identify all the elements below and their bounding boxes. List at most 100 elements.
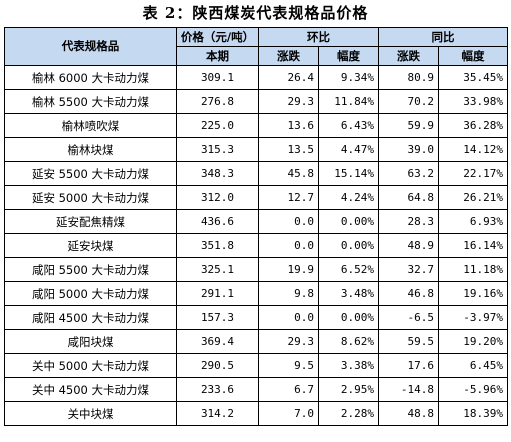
price-cell: 309.1 bbox=[176, 65, 259, 90]
header-mom-change: 涨跌 bbox=[258, 46, 319, 66]
product-name-cell: 榆林块煤 bbox=[4, 137, 177, 162]
mom-change-cell: 0.0 bbox=[258, 209, 319, 234]
table-row: 延安配焦精煤 436.6 0.0 0.00% 28.3 6.93% bbox=[4, 209, 508, 234]
yoy-change-cell: 59.5 bbox=[378, 329, 439, 354]
mom-pct-cell: 0.00% bbox=[318, 209, 379, 234]
table-row: 咸阳 4500 大卡动力煤 157.3 0.0 0.00% -6.5 -3.97% bbox=[4, 305, 508, 330]
yoy-pct-cell: 33.98% bbox=[438, 89, 508, 114]
table-row: 关中 5000 大卡动力煤 290.5 9.5 3.38% 17.6 6.45% bbox=[4, 353, 508, 378]
price-cell: 315.3 bbox=[176, 137, 259, 162]
header-product: 代表规格品 bbox=[4, 27, 177, 66]
mom-pct-cell: 15.14% bbox=[318, 161, 379, 186]
product-name-cell: 咸阳 4500 大卡动力煤 bbox=[4, 305, 177, 330]
yoy-change-cell: -14.8 bbox=[378, 377, 439, 402]
mom-change-cell: 29.3 bbox=[258, 329, 319, 354]
product-name-cell: 咸阳 5500 大卡动力煤 bbox=[4, 257, 177, 282]
yoy-pct-cell: 19.16% bbox=[438, 281, 508, 306]
product-name-cell: 咸阳 5000 大卡动力煤 bbox=[4, 281, 177, 306]
yoy-change-cell: 17.6 bbox=[378, 353, 439, 378]
mom-pct-cell: 11.84% bbox=[318, 89, 379, 114]
mom-pct-cell: 6.43% bbox=[318, 113, 379, 138]
mom-pct-cell: 6.52% bbox=[318, 257, 379, 282]
yoy-change-cell: -6.5 bbox=[378, 305, 439, 330]
table-row: 咸阳块煤 369.4 29.3 8.62% 59.5 19.20% bbox=[4, 329, 508, 354]
price-cell: 369.4 bbox=[176, 329, 259, 354]
yoy-change-cell: 59.9 bbox=[378, 113, 439, 138]
yoy-pct-cell: 35.45% bbox=[438, 65, 508, 90]
yoy-pct-cell: 6.45% bbox=[438, 353, 508, 378]
mom-change-cell: 26.4 bbox=[258, 65, 319, 90]
price-cell: 325.1 bbox=[176, 257, 259, 282]
yoy-pct-cell: 18.39% bbox=[438, 401, 508, 426]
price-cell: 157.3 bbox=[176, 305, 259, 330]
product-name-cell: 榆林喷吹煤 bbox=[4, 113, 177, 138]
mom-change-cell: 19.9 bbox=[258, 257, 319, 282]
table-row: 榆林块煤 315.3 13.5 4.47% 39.0 14.12% bbox=[4, 137, 508, 162]
mom-pct-cell: 8.62% bbox=[318, 329, 379, 354]
table-body: 榆林 6000 大卡动力煤 309.1 26.4 9.34% 80.9 35.45% 榆林 … bbox=[4, 65, 508, 426]
yoy-pct-cell: 11.18% bbox=[438, 257, 508, 282]
table-row: 咸阳 5500 大卡动力煤 325.1 19.9 6.52% 32.7 11.18% bbox=[4, 257, 508, 282]
mom-change-cell: 29.3 bbox=[258, 89, 319, 114]
product-name-cell: 咸阳块煤 bbox=[4, 329, 177, 354]
yoy-pct-cell: 6.93% bbox=[438, 209, 508, 234]
header-yoy-pct: 幅度 bbox=[438, 46, 508, 66]
yoy-change-cell: 46.8 bbox=[378, 281, 439, 306]
mom-pct-cell: 2.95% bbox=[318, 377, 379, 402]
mom-change-cell: 6.7 bbox=[258, 377, 319, 402]
coal-price-table: 代表规格品 价格（元/吨） 环比 同比 本期 涨跌 幅度 涨跌 幅度 榆林 60… bbox=[4, 27, 508, 426]
yoy-change-cell: 64.8 bbox=[378, 185, 439, 210]
yoy-change-cell: 48.8 bbox=[378, 401, 439, 426]
yoy-change-cell: 63.2 bbox=[378, 161, 439, 186]
yoy-change-cell: 39.0 bbox=[378, 137, 439, 162]
table-row: 延安 5000 大卡动力煤 312.0 12.7 4.24% 64.8 26.21% bbox=[4, 185, 508, 210]
table-row: 关中 4500 大卡动力煤 233.6 6.7 2.95% -14.8 -5.96% bbox=[4, 377, 508, 402]
mom-change-cell: 0.0 bbox=[258, 233, 319, 258]
mom-pct-cell: 0.00% bbox=[318, 233, 379, 258]
yoy-pct-cell: 14.12% bbox=[438, 137, 508, 162]
price-cell: 348.3 bbox=[176, 161, 259, 186]
mom-change-cell: 13.5 bbox=[258, 137, 319, 162]
table-row: 咸阳 5000 大卡动力煤 291.1 9.8 3.48% 46.8 19.16% bbox=[4, 281, 508, 306]
mom-change-cell: 7.0 bbox=[258, 401, 319, 426]
mom-pct-cell: 4.47% bbox=[318, 137, 379, 162]
price-cell: 290.5 bbox=[176, 353, 259, 378]
mom-change-cell: 9.8 bbox=[258, 281, 319, 306]
mom-pct-cell: 3.48% bbox=[318, 281, 379, 306]
table-row: 榆林 6000 大卡动力煤 309.1 26.4 9.34% 80.9 35.45% bbox=[4, 65, 508, 90]
yoy-change-cell: 28.3 bbox=[378, 209, 439, 234]
header-yoy: 同比 bbox=[378, 27, 508, 47]
yoy-pct-cell: 16.14% bbox=[438, 233, 508, 258]
table-header: 代表规格品 价格（元/吨） 环比 同比 本期 涨跌 幅度 涨跌 幅度 bbox=[4, 27, 508, 66]
price-cell: 312.0 bbox=[176, 185, 259, 210]
header-mom: 环比 bbox=[258, 27, 379, 47]
yoy-pct-cell: 22.17% bbox=[438, 161, 508, 186]
price-cell: 225.0 bbox=[176, 113, 259, 138]
price-cell: 314.2 bbox=[176, 401, 259, 426]
mom-change-cell: 45.8 bbox=[258, 161, 319, 186]
mom-change-cell: 13.6 bbox=[258, 113, 319, 138]
table-row: 关中块煤 314.2 7.0 2.28% 48.8 18.39% bbox=[4, 401, 508, 426]
product-name-cell: 延安 5500 大卡动力煤 bbox=[4, 161, 177, 186]
yoy-pct-cell: -3.97% bbox=[438, 305, 508, 330]
product-name-cell: 关中 4500 大卡动力煤 bbox=[4, 377, 177, 402]
product-name-cell: 关中 5000 大卡动力煤 bbox=[4, 353, 177, 378]
product-name-cell: 延安块煤 bbox=[4, 233, 177, 258]
table-row: 榆林 5500 大卡动力煤 276.8 29.3 11.84% 70.2 33.98% bbox=[4, 89, 508, 114]
yoy-pct-cell: 19.20% bbox=[438, 329, 508, 354]
mom-pct-cell: 3.38% bbox=[318, 353, 379, 378]
product-name-cell: 延安 5000 大卡动力煤 bbox=[4, 185, 177, 210]
header-mom-pct: 幅度 bbox=[318, 46, 379, 66]
yoy-pct-cell: 26.21% bbox=[438, 185, 508, 210]
mom-pct-cell: 4.24% bbox=[318, 185, 379, 210]
product-name-cell: 榆林 5500 大卡动力煤 bbox=[4, 89, 177, 114]
yoy-pct-cell: -5.96% bbox=[438, 377, 508, 402]
table-row: 榆林喷吹煤 225.0 13.6 6.43% 59.9 36.28% bbox=[4, 113, 508, 138]
price-cell: 291.1 bbox=[176, 281, 259, 306]
product-name-cell: 榆林 6000 大卡动力煤 bbox=[4, 65, 177, 90]
mom-pct-cell: 9.34% bbox=[318, 65, 379, 90]
yoy-change-cell: 80.9 bbox=[378, 65, 439, 90]
header-yoy-change: 涨跌 bbox=[378, 46, 439, 66]
product-name-cell: 延安配焦精煤 bbox=[4, 209, 177, 234]
table-row: 延安块煤 351.8 0.0 0.00% 48.9 16.14% bbox=[4, 233, 508, 258]
